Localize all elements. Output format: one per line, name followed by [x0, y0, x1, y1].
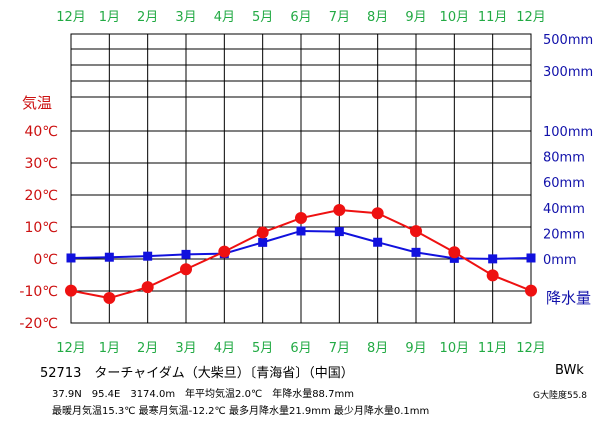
temperature-tick-label: 20℃ [24, 188, 58, 204]
temperature-point [333, 204, 346, 217]
precipitation-upper-tick-label: 300mm [543, 65, 593, 80]
month-label-bottom: 7月 [329, 341, 350, 356]
temperature-point [180, 263, 192, 276]
month-label-top: 4月 [214, 10, 235, 25]
month-label-bottom: 9月 [405, 341, 426, 356]
station-extremes: 最暖月気温15.3℃ 最寒月気温-12.2℃ 最多月降水量21.9mm 最少月降… [52, 406, 430, 417]
month-label-top: 5月 [252, 10, 273, 25]
precipitation-tick-label: 0mm [543, 253, 577, 268]
temperature-tick-label: -10℃ [19, 284, 58, 300]
month-label-bottom: 11月 [478, 341, 508, 356]
precipitation-tick-label: 20mm [543, 227, 585, 242]
temperature-point [218, 245, 231, 258]
temperature-point [103, 292, 116, 305]
month-label-top: 10月 [440, 10, 470, 25]
month-label-bottom: 1月 [99, 341, 120, 356]
precipitation-axis-title: 降水量 [546, 289, 591, 307]
month-label-bottom: 10月 [440, 341, 470, 356]
top-month-labels: 12月 1月 2月 3月 4月 5月 6月 7月 8月 9月 10月 11月 12月 [56, 10, 546, 25]
month-label-top: 2月 [137, 10, 158, 25]
bottom-month-labels: 12月 1月 2月 3月 4月 5月 6月 7月 8月 9月 10月 11月 12月 [56, 341, 546, 356]
month-label-top: 11月 [478, 10, 508, 25]
temperature-point [371, 207, 384, 220]
temperature-point [525, 284, 537, 297]
precipitation-tick-label: 60mm [543, 176, 585, 191]
month-label-bottom: 8月 [367, 341, 388, 356]
climate-class: BWk [555, 363, 584, 378]
month-label-top: 12月 [56, 10, 86, 25]
temperature-point [141, 281, 154, 294]
temperature-tick-label: 10℃ [24, 220, 58, 236]
month-label-top: 9月 [405, 10, 426, 25]
precipitation-point [143, 251, 153, 261]
month-label-top: 1月 [99, 10, 120, 25]
temperature-axis-title: 気温 [22, 94, 52, 112]
precipitation-point [296, 226, 306, 236]
precipitation-point [411, 247, 421, 257]
month-label-bottom: 12月 [516, 341, 546, 356]
temperature-point [65, 284, 77, 297]
temperature-point [410, 225, 422, 238]
precipitation-tick-label: 80mm [543, 151, 585, 166]
precipitation-point [258, 237, 268, 247]
chart-grid [70, 33, 532, 324]
precipitation-axis-ticks: 0mm 20mm 40mm 60mm 80mm 100mm 300mm 500mm [543, 33, 593, 268]
precipitation-tick-label: 40mm [543, 202, 585, 217]
precipitation-upper-tick-label: 500mm [543, 33, 593, 48]
temperature-tick-label: -20℃ [19, 316, 58, 332]
month-label-top: 12月 [516, 10, 546, 25]
month-label-top: 7月 [329, 10, 350, 25]
month-label-bottom: 3月 [175, 341, 196, 356]
temperature-point [295, 212, 307, 225]
temperature-point [256, 226, 269, 239]
temperature-tick-label: 40℃ [24, 124, 58, 140]
month-label-bottom: 12月 [56, 341, 86, 356]
temperature-tick-label: 0℃ [33, 252, 58, 268]
station-title: 52713 ターチャイダム（大柴旦）〔青海省〕（中国） [40, 366, 354, 381]
month-label-bottom: 4月 [214, 341, 235, 356]
precipitation-point [104, 252, 114, 262]
month-label-bottom: 6月 [290, 341, 311, 356]
precipitation-point [373, 237, 383, 247]
precipitation-point [449, 253, 459, 263]
precipitation-tick-label: 100mm [543, 125, 593, 140]
temperature-axis-ticks: 40℃ 30℃ 20℃ 10℃ 0℃ -10℃ -20℃ [19, 124, 58, 332]
temperature-tick-label: 30℃ [24, 156, 58, 172]
temperature-point [448, 246, 461, 259]
precipitation-point [66, 253, 76, 263]
month-label-bottom: 5月 [252, 341, 273, 356]
month-label-top: 3月 [175, 10, 196, 25]
month-label-top: 6月 [290, 10, 311, 25]
temperature-point [486, 269, 499, 282]
month-label-top: 8月 [367, 10, 388, 25]
temperature-series [65, 204, 537, 305]
aridity-index: G大陸度55.8 [533, 391, 588, 401]
month-label-bottom: 2月 [137, 341, 158, 356]
precipitation-point [181, 249, 191, 259]
station-details: 37.9N 95.4E 3174.0m 年平均気温2.0℃ 年降水量88.7mm [52, 389, 354, 400]
precipitation-point [334, 227, 344, 237]
precipitation-point [526, 253, 536, 263]
precipitation-point [488, 254, 498, 264]
